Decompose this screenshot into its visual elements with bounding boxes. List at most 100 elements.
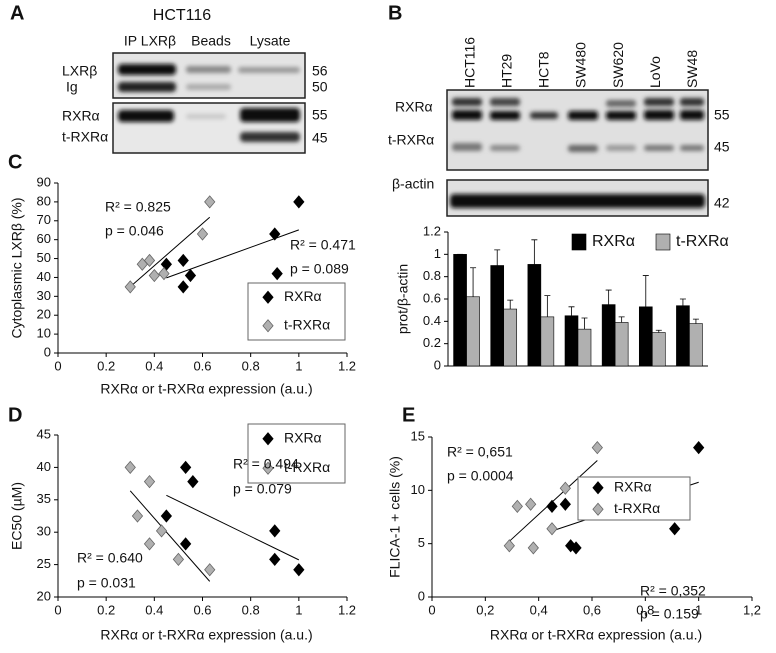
trendline (508, 460, 598, 542)
error-bar (605, 289, 612, 305)
y-tick-label: 0.6 (423, 290, 441, 305)
lane-label: HCT8 (536, 51, 552, 88)
point (511, 499, 523, 513)
y-tick-label: 0.4 (423, 313, 441, 328)
legend-marker (262, 461, 274, 475)
point (527, 541, 539, 555)
panel-letter: E (402, 404, 415, 426)
point (158, 267, 170, 281)
legend-label: RXRα (614, 478, 652, 494)
y-tick-label: 20 (37, 307, 51, 322)
error-bar (581, 317, 588, 330)
bar (466, 296, 480, 367)
point (525, 497, 537, 511)
legend-label: t-RXRα (676, 233, 729, 250)
error-bar (568, 306, 575, 316)
band-label: Ig (66, 79, 78, 95)
y-tick-label: 80 (37, 193, 51, 208)
x-tick-label: 0 (54, 358, 61, 373)
legend-marker (262, 432, 274, 446)
x-tick-label: 0.2 (97, 602, 115, 617)
marker-label: 55 (312, 107, 328, 123)
y-tick-label: 25 (37, 556, 51, 571)
y-tick-label: 60 (37, 231, 51, 246)
blot-image (112, 52, 306, 154)
marker-label: 55 (714, 107, 730, 123)
y-tick-label: 90 (37, 174, 51, 189)
band-label: t-RXRα (388, 132, 434, 148)
x-tick-label: 0 (428, 602, 435, 617)
marker-label: 56 (312, 63, 328, 79)
trendline (129, 490, 211, 582)
point (196, 227, 209, 241)
legend-label: RXRα (284, 429, 322, 445)
annotation: R² = 0.471 (290, 237, 356, 253)
error-bar (531, 239, 538, 265)
annotation: p = 0.079 (233, 481, 292, 497)
point (124, 280, 136, 294)
y-tick-label: 40 (37, 459, 51, 474)
bar (601, 304, 616, 367)
band-label: LXRβ (62, 63, 97, 79)
x-tick-label: 0,4 (530, 602, 548, 617)
legend-marker (571, 233, 587, 251)
marker-label: 45 (714, 139, 730, 155)
point (180, 537, 192, 551)
point (187, 475, 199, 489)
x-tick-label: 1 (295, 602, 302, 617)
annotation: R² = 0,651 (447, 444, 513, 460)
x-tick-label: 1.2 (338, 358, 356, 373)
point (693, 441, 705, 455)
x-tick-label: 0,8 (636, 602, 654, 617)
legend-label: RXRα (284, 288, 322, 304)
point (546, 522, 558, 536)
annotation: p = 0.089 (290, 261, 349, 277)
y-tick-label: 0 (418, 588, 425, 603)
bar (540, 316, 555, 367)
bar (614, 322, 629, 367)
lane-label: SW48 (684, 50, 700, 88)
bar (527, 264, 542, 367)
x-tick-label: 0.4 (145, 358, 163, 373)
point (503, 539, 515, 553)
legend-marker (655, 233, 671, 251)
point (204, 195, 216, 209)
x-axis-label: RXRα or t-RXRα expression (a.u.) (490, 627, 702, 643)
y-tick-label: 0.8 (423, 268, 441, 283)
legend-box (247, 282, 346, 341)
y-tick-label: 40 (37, 269, 51, 284)
band-label: t-RXRα (62, 129, 108, 145)
legend-label: t-RXRα (284, 459, 330, 475)
y-tick-label: 1 (434, 246, 441, 261)
y-tick-label: 30 (37, 288, 51, 303)
point (559, 497, 571, 511)
x-tick-label: 0.2 (97, 358, 115, 373)
band-label: RXRα (395, 99, 433, 115)
annotation: R² = 0.640 (77, 550, 143, 566)
bar (490, 265, 505, 367)
point (559, 481, 571, 495)
x-tick-label: 1,2 (743, 602, 761, 617)
panel-letter: B (388, 2, 402, 24)
error-bar (642, 275, 649, 307)
blot-image (446, 89, 709, 217)
annotation: R² = 0.825 (105, 199, 171, 215)
error-bar (544, 295, 551, 317)
lane-label: SW480 (573, 42, 589, 88)
y-tick-label: 0.2 (423, 335, 441, 350)
error-bar (692, 318, 699, 324)
point (143, 537, 156, 551)
lane-label: SW620 (610, 42, 626, 88)
bar (577, 328, 592, 367)
legend-label: t-RXRα (614, 500, 660, 516)
error-bar (618, 316, 625, 323)
error-bar (470, 267, 477, 297)
y-axis-label: Cytoplasmic LXRβ (%) (9, 197, 25, 338)
point (293, 563, 305, 577)
y-tick-label: 20 (37, 588, 51, 603)
error-bar (655, 329, 662, 333)
blot-title: HCT116 (153, 7, 211, 24)
bar (638, 306, 653, 367)
band-label: RXRα (62, 108, 100, 124)
